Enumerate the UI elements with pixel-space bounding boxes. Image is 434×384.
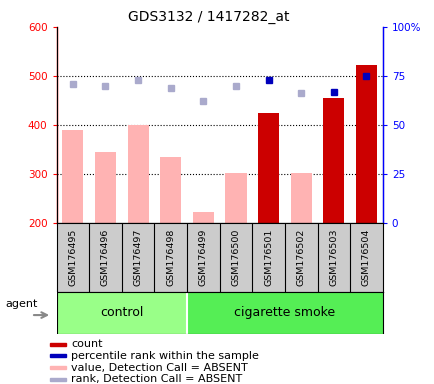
Bar (50, 377, 66, 381)
Bar (187, 292, 382, 334)
Bar (355, 65, 376, 223)
Text: GSM176500: GSM176500 (231, 228, 240, 286)
Text: GSM176499: GSM176499 (198, 228, 207, 286)
Text: GSM176504: GSM176504 (361, 228, 370, 286)
Bar (127, 125, 148, 223)
Text: GDS3132 / 1417282_at: GDS3132 / 1417282_at (128, 10, 289, 23)
Text: GSM176503: GSM176503 (329, 228, 338, 286)
Text: GSM176502: GSM176502 (296, 228, 305, 286)
Bar (95, 152, 116, 223)
Bar (56, 292, 187, 334)
Text: GSM176497: GSM176497 (133, 228, 142, 286)
Text: count: count (71, 339, 102, 349)
Bar (62, 130, 83, 223)
Bar (225, 173, 246, 223)
Bar (50, 366, 66, 369)
Text: GSM176495: GSM176495 (68, 228, 77, 286)
Bar (192, 212, 214, 223)
Text: agent: agent (6, 300, 38, 310)
Text: control: control (100, 306, 143, 319)
Bar (50, 343, 66, 346)
Bar (50, 354, 66, 357)
Text: GSM176498: GSM176498 (166, 228, 175, 286)
Text: cigarette smoke: cigarette smoke (234, 306, 335, 319)
Text: rank, Detection Call = ABSENT: rank, Detection Call = ABSENT (71, 374, 242, 384)
Text: value, Detection Call = ABSENT: value, Detection Call = ABSENT (71, 362, 247, 372)
Bar (160, 157, 181, 223)
Bar (290, 173, 311, 223)
Bar (257, 113, 279, 223)
Bar (322, 98, 344, 223)
Text: GSM176501: GSM176501 (263, 228, 273, 286)
Text: percentile rank within the sample: percentile rank within the sample (71, 351, 259, 361)
Text: GSM176496: GSM176496 (101, 228, 110, 286)
